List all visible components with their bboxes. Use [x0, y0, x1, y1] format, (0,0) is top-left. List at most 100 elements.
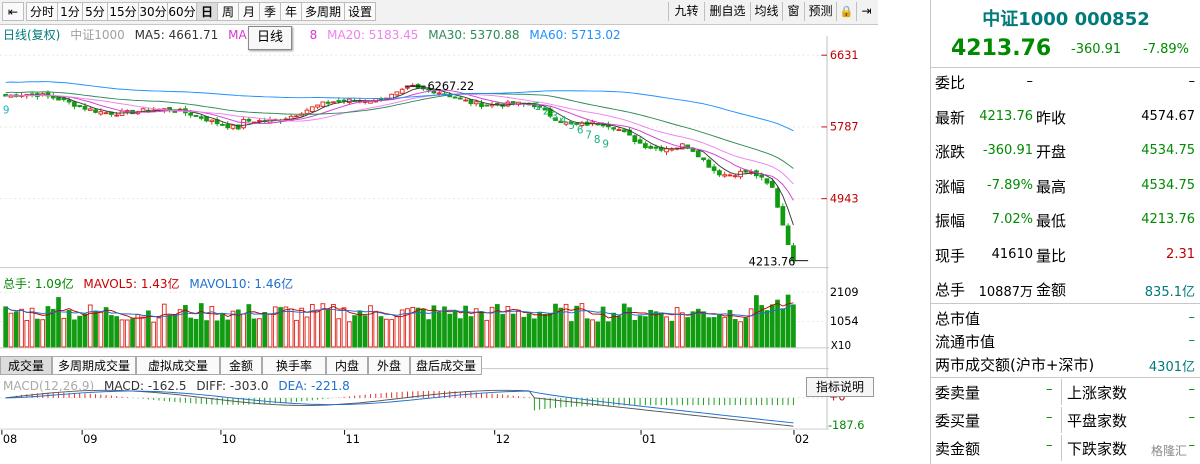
candle-body [764, 178, 770, 184]
volume-bar [685, 317, 691, 348]
volume-bar [680, 312, 685, 348]
indicator-help-button[interactable]: 指标说明 [806, 377, 874, 397]
x-axis-label: 02 [795, 432, 809, 446]
volume-bar [616, 316, 622, 348]
price-tick-label: 5787 [830, 120, 859, 134]
volume-tick-label: 2109 [830, 285, 859, 299]
quote-row: 涨跌 -360.91 开盘 4534.75 [931, 141, 1200, 163]
candle-body [505, 101, 511, 107]
forecast-button[interactable]: 预测 [804, 2, 836, 21]
candle-body [209, 119, 215, 122]
volume-bar [235, 309, 241, 348]
period-button-6[interactable]: 日 [196, 2, 218, 21]
quote-value: 4213.76 [979, 108, 1033, 124]
nine-turn-button[interactable]: 九转 [668, 2, 704, 21]
volume-bar [431, 305, 437, 348]
volume-bar [29, 307, 35, 348]
volume-bar [24, 319, 30, 348]
indicator-tab-4[interactable]: 换手率 [262, 356, 326, 375]
volume-bar [119, 319, 125, 348]
candle-body [479, 102, 484, 108]
indicator-tab-7[interactable]: 盘后成交量 [410, 356, 482, 375]
volume-bar [246, 304, 252, 348]
period-button-3[interactable]: 15分 [107, 2, 139, 21]
volume-bar [325, 308, 331, 348]
window-button[interactable]: 窗 [782, 2, 804, 21]
volume-bar [130, 318, 135, 348]
period-button-2[interactable]: 5分 [82, 2, 108, 21]
collapse-left-icon[interactable]: ⇤ [2, 2, 24, 21]
ma-lines-button[interactable]: 均线 [750, 2, 782, 21]
market-value: – [1188, 333, 1196, 348]
volume-bar [457, 318, 463, 348]
orderbook-value: – [1188, 410, 1196, 425]
market-label: 总市值 [935, 310, 981, 328]
period-button-8[interactable]: 月 [238, 2, 260, 21]
diff-value: DIFF: -303.0 [196, 379, 269, 393]
volume-bar [230, 310, 236, 348]
candle-body [569, 121, 574, 124]
lock-icon[interactable]: 🔒 [836, 2, 856, 21]
quote-value: 41610 [991, 246, 1033, 262]
candle-body [87, 108, 93, 111]
quote-value: – [1188, 74, 1196, 89]
volume-bar [627, 307, 632, 348]
volume-bar [791, 304, 796, 348]
period-button-5[interactable]: 60分 [167, 2, 197, 21]
remove-watchlist-button[interactable]: 删自选 [704, 2, 750, 21]
indicator-tab-5[interactable]: 内盘 [326, 356, 368, 375]
indicator-tab-3[interactable]: 金额 [220, 356, 262, 375]
candle-body [711, 166, 717, 171]
nine-turn-label: 1 [534, 101, 541, 113]
volume-bar [193, 319, 199, 348]
volume-bar [320, 303, 326, 348]
period-button-10[interactable]: 年 [280, 2, 302, 21]
volume-bar [19, 308, 24, 348]
candle-body [616, 129, 622, 131]
volume-bar [309, 303, 315, 348]
volume-bar [500, 314, 505, 348]
volume-bar [35, 318, 40, 348]
candle-body [706, 159, 712, 168]
quote-title: 中证1000 000852 [982, 9, 1150, 30]
period-button-12[interactable]: 设置 [344, 2, 376, 21]
candle-body [553, 117, 558, 121]
period-button-0[interactable]: 分时 [26, 2, 58, 21]
period-button-11[interactable]: 多周期 [301, 2, 345, 21]
volume-bar [579, 303, 585, 348]
x-axis-label: 10 [222, 432, 236, 446]
volume-bar [542, 313, 548, 348]
market-label: 流通市值 [935, 333, 996, 351]
volume-bar [352, 315, 357, 348]
volume-bar [526, 313, 532, 348]
quote-value: 4213.76 [1141, 212, 1195, 227]
low-price-label: 4213.76 [749, 254, 796, 268]
candle-body [611, 127, 617, 130]
volume-bar [124, 319, 130, 348]
candle-body [98, 111, 104, 115]
period-button-4[interactable]: 30分 [138, 2, 168, 21]
quote-label: 涨跌 [935, 143, 966, 161]
quote-label: 总手 [935, 281, 966, 299]
indicator-tab-2[interactable]: 虚拟成交量 [136, 356, 220, 375]
kline-tooltip: 日线 [248, 26, 292, 50]
period-button-7[interactable]: 周 [217, 2, 239, 21]
macd-value: MACD: -162.5 [103, 379, 187, 393]
indicator-tab-0[interactable]: 成交量 [0, 356, 52, 375]
volume-bar [695, 308, 701, 348]
indicator-tab-6[interactable]: 外盘 [368, 356, 410, 375]
volume-bar [748, 308, 754, 348]
mavol10-legend: MAVOL10: 1.46亿 [189, 277, 294, 291]
volume-tick-label: 1054 [830, 314, 859, 328]
period-button-1[interactable]: 1分 [57, 2, 83, 21]
volume-bar [61, 317, 67, 348]
volume-bar [738, 321, 743, 348]
expand-right-icon[interactable]: ⇥ [856, 2, 876, 21]
volume-bar [537, 312, 542, 348]
period-button-9[interactable]: 季 [259, 2, 281, 21]
candle-body [722, 174, 728, 177]
macd-tick-label: -187.6 [828, 418, 864, 432]
indicator-tab-1[interactable]: 多周期成交量 [52, 356, 136, 375]
candle-body [452, 96, 458, 99]
